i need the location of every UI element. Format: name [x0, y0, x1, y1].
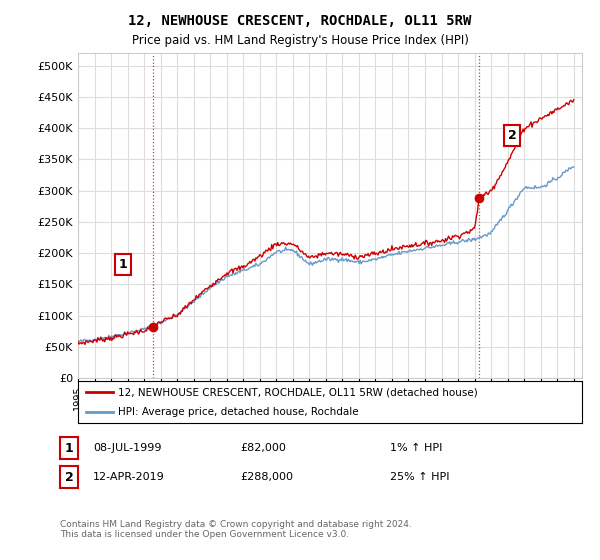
Text: Price paid vs. HM Land Registry's House Price Index (HPI): Price paid vs. HM Land Registry's House … — [131, 34, 469, 46]
Text: 2: 2 — [65, 470, 73, 484]
Text: 12, NEWHOUSE CRESCENT, ROCHDALE, OL11 5RW (detached house): 12, NEWHOUSE CRESCENT, ROCHDALE, OL11 5R… — [118, 387, 478, 397]
Text: 2: 2 — [508, 129, 517, 142]
Text: £288,000: £288,000 — [240, 472, 293, 482]
Text: 1: 1 — [65, 441, 73, 455]
Text: 12, NEWHOUSE CRESCENT, ROCHDALE, OL11 5RW: 12, NEWHOUSE CRESCENT, ROCHDALE, OL11 5R… — [128, 14, 472, 28]
Text: HPI: Average price, detached house, Rochdale: HPI: Average price, detached house, Roch… — [118, 407, 359, 417]
Text: 1: 1 — [119, 258, 127, 271]
Text: £82,000: £82,000 — [240, 443, 286, 453]
Text: 12-APR-2019: 12-APR-2019 — [93, 472, 165, 482]
Text: 25% ↑ HPI: 25% ↑ HPI — [390, 472, 449, 482]
Text: Contains HM Land Registry data © Crown copyright and database right 2024.
This d: Contains HM Land Registry data © Crown c… — [60, 520, 412, 539]
Text: 08-JUL-1999: 08-JUL-1999 — [93, 443, 161, 453]
Text: 1% ↑ HPI: 1% ↑ HPI — [390, 443, 442, 453]
